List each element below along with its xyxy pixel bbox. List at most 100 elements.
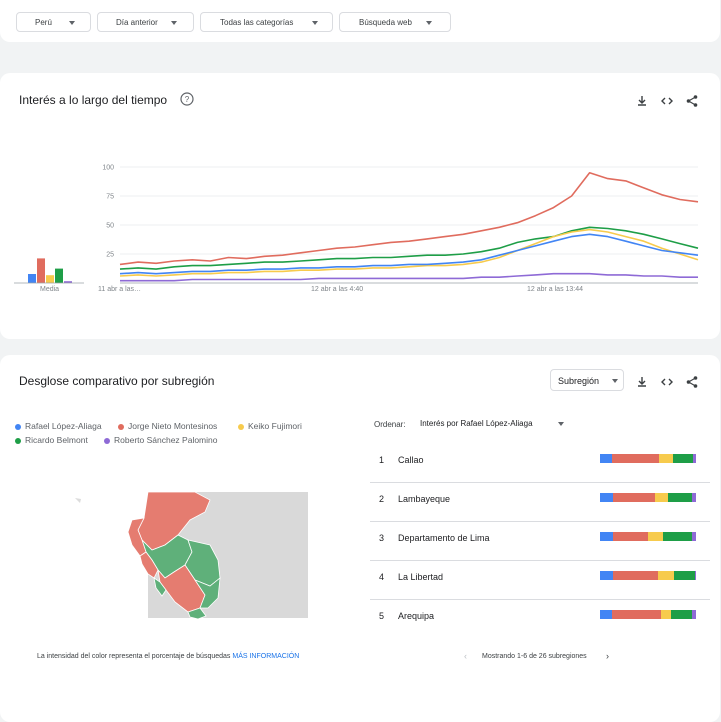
series-line-4 <box>120 272 698 282</box>
download-icon[interactable] <box>635 375 649 389</box>
subregion-dropdown[interactable]: Subregión <box>550 369 624 391</box>
next-page-icon[interactable]: › <box>606 651 609 661</box>
row-share-bar <box>600 454 696 463</box>
share-segment-4 <box>692 532 696 541</box>
map-region-tacna[interactable] <box>187 607 207 620</box>
row-name: Arequipa <box>398 611 435 621</box>
svg-text:?: ? <box>185 95 190 104</box>
share-segment-3 <box>672 454 694 463</box>
map-region-ica[interactable] <box>153 577 167 597</box>
legend-dot <box>118 423 124 430</box>
row-rank: 3 <box>379 533 385 543</box>
legend-label: Keiko Fujimori <box>248 421 302 431</box>
interest-line-chart: 100 75 50 25 <box>102 165 699 284</box>
share-segment-2 <box>654 493 669 502</box>
y-tick-2: 50 <box>106 223 114 230</box>
chevron-down-icon <box>558 422 564 426</box>
avg-bar-3 <box>55 268 63 283</box>
category-filter-label: Todas las categorías <box>220 18 294 27</box>
row-rank: 2 <box>379 494 385 504</box>
avg-bar-4 <box>64 281 72 283</box>
share-icon[interactable] <box>685 94 699 108</box>
row-share-bar <box>600 493 696 502</box>
subregion-breakdown-card: Desglose comparativo por subregión Subre… <box>0 355 720 722</box>
subregion-dropdown-label: Subregión <box>558 376 600 386</box>
sort-dropdown-value: Interés por Rafael López-Aliaga <box>420 419 533 428</box>
share-segment-3 <box>671 610 693 619</box>
legend-dot <box>238 423 244 430</box>
country-filter[interactable]: Perú <box>16 12 91 32</box>
share-segment-1 <box>613 493 655 502</box>
share-segment-3 <box>663 532 693 541</box>
legend-label: Ricardo Belmont <box>25 435 88 445</box>
avg-label: Media <box>40 286 60 293</box>
pagination-text: Mostrando 1-6 de 26 subregiones <box>482 653 587 660</box>
share-segment-2 <box>658 454 673 463</box>
avg-bar-2 <box>46 275 54 283</box>
legend-label: Roberto Sánchez Palomino <box>114 435 218 445</box>
legend-dot <box>15 437 21 444</box>
row-name: La Libertad <box>398 572 444 582</box>
chevron-down-icon <box>612 379 618 383</box>
legend-dot <box>104 437 110 444</box>
share-segment-4 <box>692 493 696 502</box>
share-segment-0 <box>600 571 614 580</box>
series-line-1 <box>119 226 699 270</box>
help-icon[interactable]: ? <box>180 92 194 106</box>
map-note: La intensidad del color representa el po… <box>37 653 299 660</box>
y-tick-0: 100 <box>102 165 114 172</box>
map-island <box>75 498 81 503</box>
table-row[interactable]: 4 La Libertad <box>370 560 710 600</box>
row-rank: 1 <box>379 455 385 465</box>
legend-item: Jorge Nieto Montesinos <box>118 421 217 431</box>
table-row[interactable]: 2 Lambayeque <box>370 482 710 522</box>
embed-code-icon[interactable] <box>660 375 674 389</box>
download-icon[interactable] <box>635 94 649 108</box>
share-segment-1 <box>613 532 648 541</box>
category-filter[interactable]: Todas las categorías <box>200 12 333 32</box>
share-segment-0 <box>600 610 613 619</box>
row-name: Departamento de Lima <box>398 533 490 543</box>
map-region-lima[interactable] <box>139 551 159 579</box>
search-type-filter[interactable]: Búsqueda web <box>339 12 451 32</box>
map-region-puno[interactable] <box>193 577 221 609</box>
time-filter[interactable]: Día anterior <box>97 12 194 32</box>
prev-page-icon[interactable]: ‹ <box>464 651 467 661</box>
table-row[interactable]: 5 Arequipa <box>370 599 710 638</box>
share-segment-4 <box>695 571 696 580</box>
share-segment-1 <box>613 571 658 580</box>
share-segment-2 <box>657 571 674 580</box>
legend-label: Jorge Nieto Montesinos <box>128 421 218 431</box>
share-segment-1 <box>612 610 662 619</box>
share-segment-1 <box>612 454 659 463</box>
legend-item: Keiko Fujimori <box>238 421 302 431</box>
embed-code-icon[interactable] <box>660 94 674 108</box>
table-row[interactable]: 1 Callao <box>370 443 710 483</box>
share-segment-3 <box>673 571 696 580</box>
table-row[interactable]: 3 Departamento de Lima <box>370 521 710 561</box>
share-segment-2 <box>647 532 664 541</box>
sort-dropdown[interactable]: Interés por Rafael López-Aliaga <box>420 419 564 428</box>
series-line-3 <box>119 233 699 275</box>
legend-label: Rafael López-Aliaga <box>25 421 102 431</box>
average-bars <box>14 258 84 284</box>
chevron-down-icon <box>171 21 177 25</box>
breakdown-title: Desglose comparativo por subregión <box>19 374 215 388</box>
legend-item: Roberto Sánchez Palomino <box>104 435 217 445</box>
row-name: Callao <box>398 455 424 465</box>
chevron-down-icon <box>69 21 75 25</box>
series-line-2 <box>119 228 699 277</box>
share-segment-4 <box>692 610 696 619</box>
more-info-link[interactable]: MÁS INFORMACIÓN <box>232 653 300 660</box>
row-rank: 4 <box>379 572 385 582</box>
share-segment-3 <box>668 493 693 502</box>
sort-label: Ordenar: <box>374 420 406 429</box>
row-name: Lambayeque <box>398 494 451 504</box>
row-share-bar <box>600 571 696 580</box>
avg-bar-0 <box>28 274 36 283</box>
share-icon[interactable] <box>685 375 699 389</box>
x-tick-2: 12 abr a las 13:44 <box>527 286 584 293</box>
x-tick-0: 11 abr a las… <box>98 286 142 293</box>
row-share-bar <box>600 610 696 619</box>
series-line-0 <box>119 172 699 266</box>
